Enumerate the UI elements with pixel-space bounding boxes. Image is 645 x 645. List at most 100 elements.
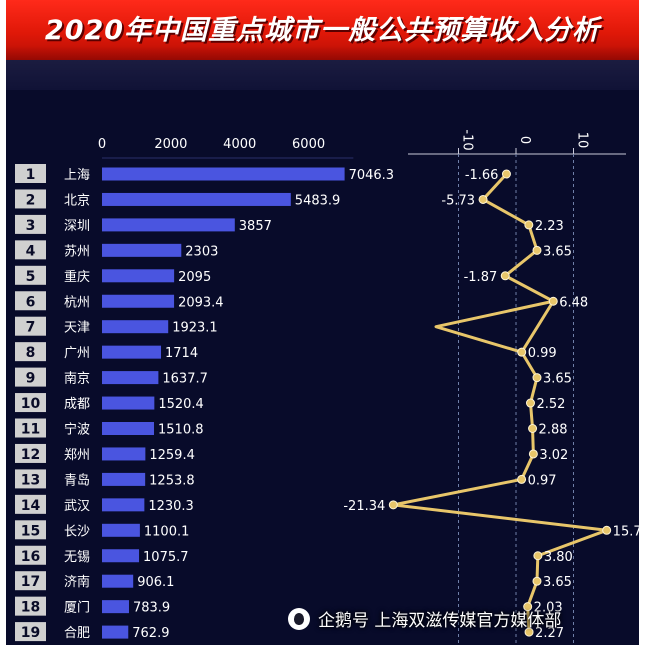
rank-number: 8 xyxy=(26,345,36,361)
bar xyxy=(102,396,155,410)
rank-badge xyxy=(15,469,46,489)
bar-value-label: 1230.3 xyxy=(148,499,194,514)
bar-value-label: 906.1 xyxy=(137,575,174,590)
rank-number: 13 xyxy=(21,472,40,488)
rank-number: 16 xyxy=(21,549,40,565)
rank-badge xyxy=(15,265,46,285)
city-label: 重庆 xyxy=(64,269,90,285)
rank-number: 3 xyxy=(26,218,36,234)
bar-value-label: 2303 xyxy=(185,244,218,259)
rank-number: 10 xyxy=(21,396,41,412)
penguin-icon xyxy=(288,608,310,630)
line-point xyxy=(532,245,542,255)
rank-badge xyxy=(15,367,46,387)
rank-badge xyxy=(15,622,46,642)
city-label: 无锡 xyxy=(64,550,90,565)
rank-badge xyxy=(15,596,46,616)
line-point xyxy=(478,194,488,204)
rank-badge xyxy=(15,164,46,183)
rank-badge xyxy=(15,393,46,413)
rank-badge xyxy=(15,545,46,565)
chart-title: 2020年中国重点城市一般公共预算收入分析 xyxy=(44,15,601,46)
line-value-label: 15.77 xyxy=(613,524,639,539)
line-x-tick-label: 10 xyxy=(575,132,590,149)
city-label: 合肥 xyxy=(64,626,90,641)
rank-badge xyxy=(15,571,46,591)
line-value-label: 0.97 xyxy=(528,473,557,488)
title-banner: 2020年中国重点城市一般公共预算收入分析 xyxy=(6,0,639,60)
line-value-label: 6.48 xyxy=(559,295,588,310)
rank-badge xyxy=(15,443,46,463)
line-point xyxy=(501,169,511,179)
line-value-label: -1.66 xyxy=(465,168,499,183)
city-label: 青岛 xyxy=(64,472,90,488)
rank-number: 7 xyxy=(26,320,36,336)
bar xyxy=(102,192,291,206)
city-label: 成都 xyxy=(64,397,90,412)
bar-value-label: 1075.7 xyxy=(143,550,189,565)
line-value-label: 2.88 xyxy=(539,423,568,438)
bar xyxy=(102,243,182,257)
line-point xyxy=(500,271,510,281)
rank-number: 6 xyxy=(26,294,36,310)
bar-value-label: 1510.8 xyxy=(158,423,204,438)
rank-badge xyxy=(15,418,46,438)
city-label: 苏州 xyxy=(64,243,90,259)
chart-svg: 0 2000 4000 6000 1 上海 7046.3 2 北京 5483.9 3 深圳 3857 4 苏… xyxy=(15,129,639,645)
city-label: 杭州 xyxy=(64,295,90,310)
bar xyxy=(102,447,146,461)
bar xyxy=(102,549,140,563)
bar xyxy=(102,472,146,486)
rank-badge xyxy=(15,494,46,514)
rank-badge xyxy=(15,342,46,362)
bar xyxy=(102,422,155,435)
city-label: 天津 xyxy=(64,321,90,336)
line-point xyxy=(523,602,533,612)
bar-value-label: 7046.3 xyxy=(349,168,395,183)
rank-number: 14 xyxy=(21,498,41,514)
line-point xyxy=(528,424,538,433)
line-point xyxy=(602,525,612,535)
bar-x-tick-label: 2000 xyxy=(154,137,187,152)
bar-value-label: 1100.1 xyxy=(144,524,190,539)
bar xyxy=(102,345,162,359)
rank-number: 17 xyxy=(21,574,40,590)
bar-value-label: 2093.4 xyxy=(178,295,224,310)
bar xyxy=(102,600,129,614)
bar-x-tick-label: 6000 xyxy=(292,137,325,152)
rank-number: 2 xyxy=(26,192,36,208)
bar-value-label: 3857 xyxy=(239,219,272,234)
watermark: 企鹅号 上海双滋传媒官方媒体部 xyxy=(288,606,561,631)
bar-x-tick-label: 4000 xyxy=(223,137,256,152)
line-value-label: 2.52 xyxy=(536,397,565,412)
bar-value-label: 5483.9 xyxy=(295,193,341,208)
bar-value-label: 1253.8 xyxy=(149,473,195,488)
line-series xyxy=(391,172,609,633)
line-value-label: 3.65 xyxy=(543,575,572,590)
rank-number: 5 xyxy=(26,269,36,285)
bar xyxy=(102,320,169,334)
line-series-segment xyxy=(434,299,554,354)
line-point xyxy=(517,347,527,357)
line-value-label: 3.65 xyxy=(543,244,572,259)
line-value-label: -1.87 xyxy=(464,270,498,285)
bar-value-label: 1714 xyxy=(165,346,198,361)
rank-badge xyxy=(15,189,46,209)
city-label: 宁波 xyxy=(64,422,90,438)
city-label: 上海 xyxy=(64,168,90,183)
line-x-tick-label: 0 xyxy=(517,136,532,144)
city-label: 郑州 xyxy=(64,448,90,463)
city-label: 深圳 xyxy=(64,219,90,234)
rank-number: 1 xyxy=(26,167,36,183)
line-value-label: -21.34 xyxy=(343,499,385,514)
line-value-label: -5.73 xyxy=(441,193,475,208)
rank-badge xyxy=(15,520,46,540)
line-point xyxy=(528,449,538,459)
rank-number: 4 xyxy=(26,243,36,259)
rank-number: 15 xyxy=(21,523,40,539)
line-value-label: 3.02 xyxy=(539,448,568,463)
bar xyxy=(102,218,235,232)
line-point xyxy=(524,220,534,230)
bar-value-label: 1520.4 xyxy=(158,397,204,412)
line-x-tick-label: -10 xyxy=(460,129,475,150)
